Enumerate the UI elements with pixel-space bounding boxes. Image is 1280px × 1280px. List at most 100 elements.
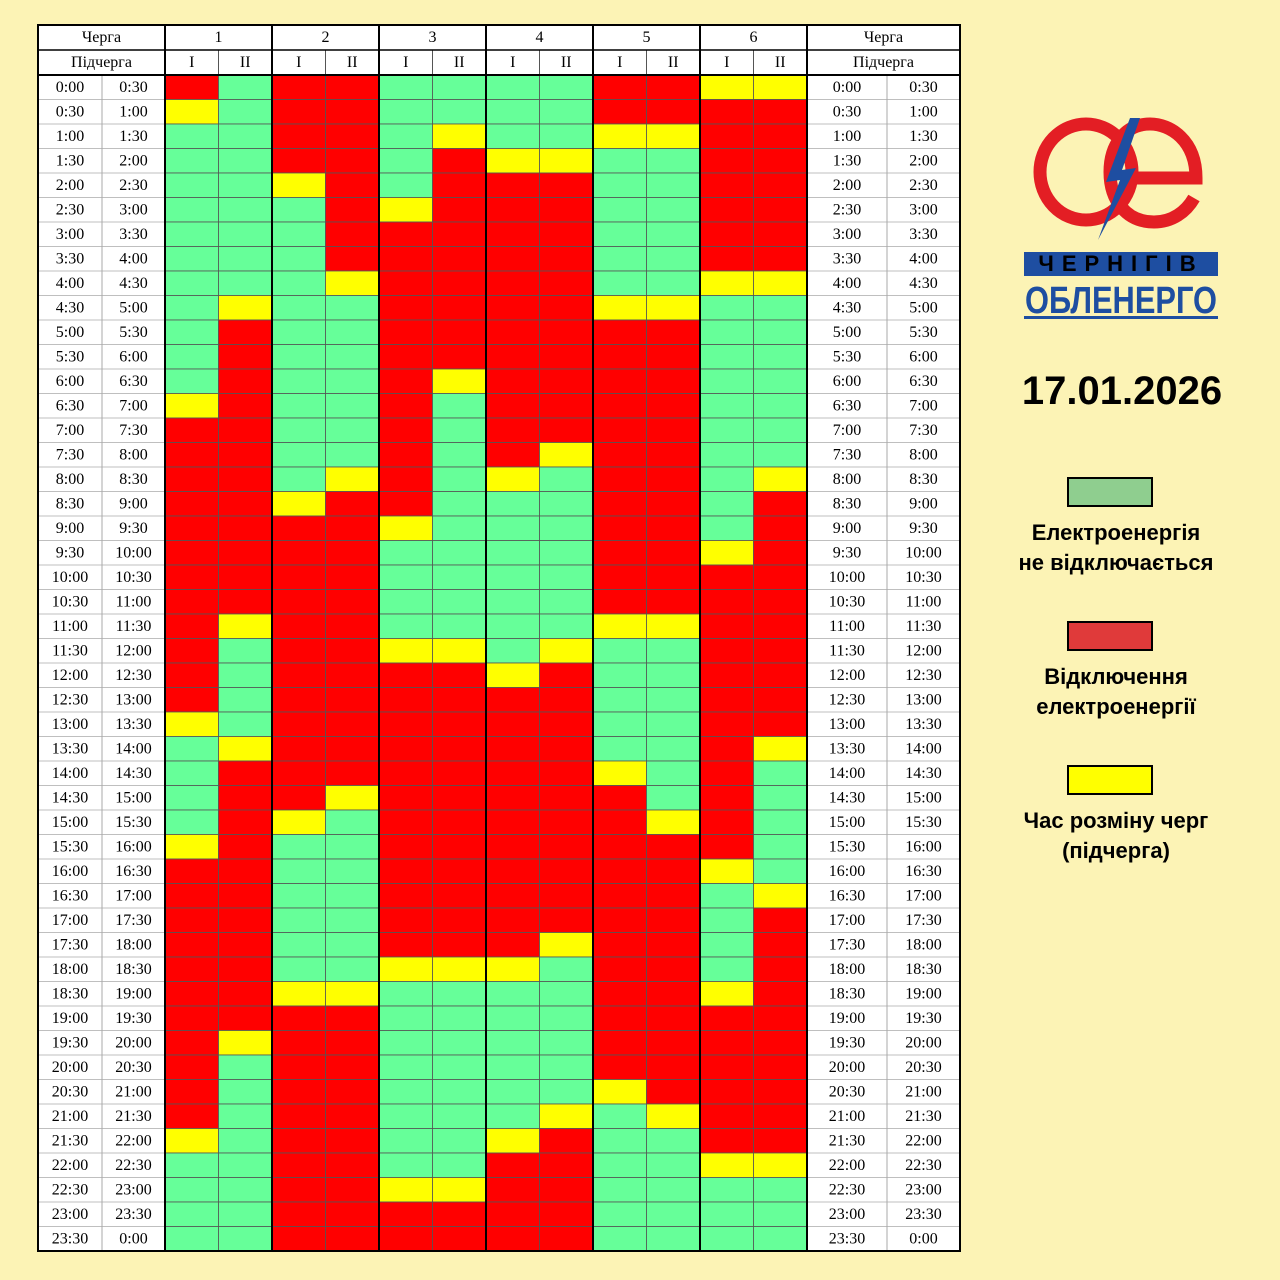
cell bbox=[485, 1226, 540, 1252]
time-to: 15:00 bbox=[115, 789, 151, 806]
time-from: 0:00 bbox=[833, 79, 861, 96]
cell bbox=[218, 1005, 273, 1031]
cell bbox=[753, 907, 808, 933]
cell bbox=[539, 1103, 594, 1129]
cell bbox=[271, 858, 326, 884]
time-from: 12:30 bbox=[829, 691, 865, 708]
cell bbox=[646, 711, 701, 737]
cell bbox=[699, 1005, 754, 1031]
cell bbox=[164, 1128, 219, 1154]
time-to: 16:30 bbox=[115, 863, 151, 880]
time-from: 20:00 bbox=[52, 1059, 88, 1076]
cell bbox=[699, 74, 754, 100]
cell bbox=[432, 785, 487, 811]
cell bbox=[378, 613, 433, 639]
cell bbox=[325, 417, 380, 443]
time-from: 20:00 bbox=[829, 1059, 865, 1076]
cell bbox=[325, 515, 380, 541]
cell bbox=[271, 466, 326, 492]
time-from: 0:30 bbox=[833, 103, 861, 120]
cell bbox=[485, 417, 540, 443]
cell bbox=[539, 932, 594, 958]
time-from: 10:00 bbox=[52, 569, 88, 586]
cell bbox=[432, 834, 487, 860]
cell bbox=[646, 1030, 701, 1056]
cell bbox=[753, 932, 808, 958]
cell bbox=[378, 344, 433, 370]
cell bbox=[378, 1103, 433, 1129]
cell bbox=[646, 1054, 701, 1080]
time-to: 9:00 bbox=[119, 495, 147, 512]
cell bbox=[539, 687, 594, 713]
cell bbox=[592, 148, 647, 174]
cell bbox=[325, 148, 380, 174]
cell bbox=[432, 858, 487, 884]
cell bbox=[539, 589, 594, 615]
cell bbox=[164, 491, 219, 517]
cell bbox=[218, 613, 273, 639]
time-from: 2:30 bbox=[833, 201, 861, 218]
cell bbox=[378, 442, 433, 468]
cell bbox=[378, 295, 433, 321]
cell bbox=[646, 883, 701, 909]
cell bbox=[592, 883, 647, 909]
cell bbox=[378, 1030, 433, 1056]
cell bbox=[325, 344, 380, 370]
cell bbox=[592, 417, 647, 443]
cell bbox=[485, 932, 540, 958]
cell bbox=[539, 736, 594, 762]
cell bbox=[485, 662, 540, 688]
time-to: 8:30 bbox=[119, 471, 147, 488]
time-from: 19:00 bbox=[52, 1010, 88, 1027]
cell bbox=[164, 221, 219, 247]
cell bbox=[699, 1177, 754, 1203]
cell bbox=[325, 981, 380, 1007]
cell bbox=[271, 99, 326, 125]
cell bbox=[592, 589, 647, 615]
cell bbox=[325, 74, 380, 100]
cell bbox=[699, 687, 754, 713]
time-to: 16:00 bbox=[115, 838, 151, 855]
cell bbox=[592, 858, 647, 884]
time-from: 21:00 bbox=[829, 1108, 865, 1125]
time-to: 21:00 bbox=[115, 1083, 151, 1100]
time-from: 6:30 bbox=[833, 397, 861, 414]
cell bbox=[378, 760, 433, 786]
time-to: 20:30 bbox=[905, 1059, 941, 1076]
cell bbox=[699, 123, 754, 149]
cell bbox=[699, 1103, 754, 1129]
cell bbox=[378, 564, 433, 590]
cell bbox=[218, 932, 273, 958]
time-from: 22:30 bbox=[829, 1181, 865, 1198]
cell bbox=[164, 393, 219, 419]
cell bbox=[753, 491, 808, 517]
time-from: 19:30 bbox=[52, 1034, 88, 1051]
time-to: 19:30 bbox=[905, 1010, 941, 1027]
cell bbox=[539, 417, 594, 443]
cell bbox=[432, 1005, 487, 1031]
cell bbox=[378, 393, 433, 419]
cell bbox=[218, 197, 273, 223]
cell bbox=[646, 687, 701, 713]
cell bbox=[646, 907, 701, 933]
cell bbox=[271, 417, 326, 443]
time-from: 21:30 bbox=[829, 1132, 865, 1149]
cell bbox=[646, 981, 701, 1007]
cell bbox=[325, 1152, 380, 1178]
cell bbox=[699, 907, 754, 933]
cell bbox=[753, 564, 808, 590]
time-from: 4:00 bbox=[56, 275, 84, 292]
cell bbox=[699, 319, 754, 345]
time-from: 18:00 bbox=[52, 961, 88, 978]
time-to: 13:30 bbox=[905, 716, 941, 733]
cell bbox=[218, 907, 273, 933]
time-to: 21:30 bbox=[115, 1108, 151, 1125]
time-from: 2:30 bbox=[56, 201, 84, 218]
time-from: 11:00 bbox=[829, 618, 865, 635]
time-to: 17:00 bbox=[905, 887, 941, 904]
cell bbox=[485, 564, 540, 590]
cell bbox=[218, 1152, 273, 1178]
cell bbox=[592, 834, 647, 860]
cell bbox=[271, 442, 326, 468]
cell bbox=[325, 858, 380, 884]
